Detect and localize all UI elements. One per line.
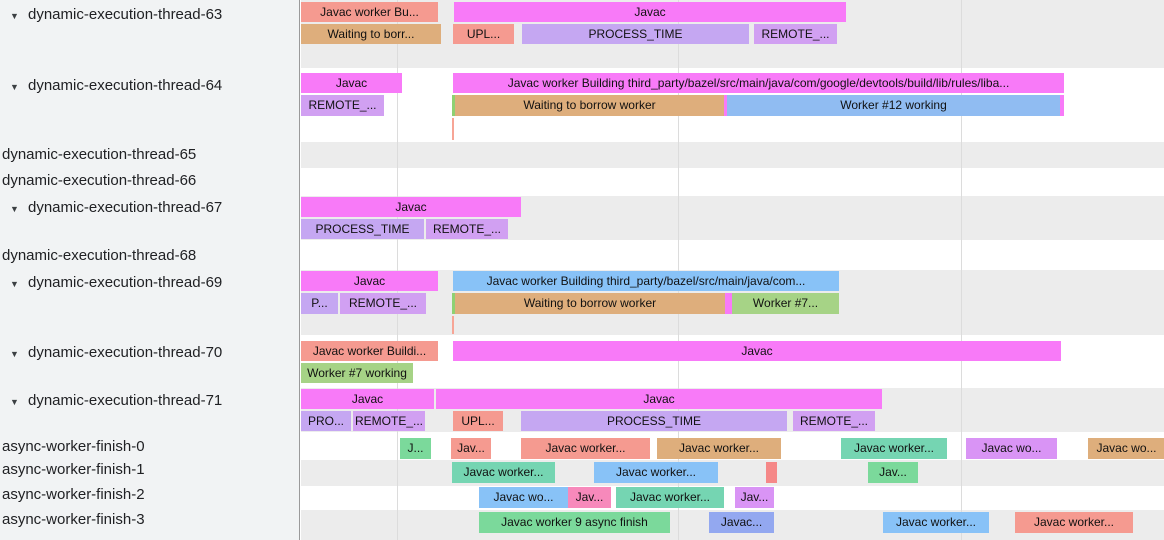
track-background xyxy=(301,240,1164,270)
gridline xyxy=(961,0,962,540)
thread-row[interactable]: async-worker-finish-3 xyxy=(0,511,298,529)
trace-slice[interactable]: Waiting to borr... xyxy=(301,24,441,44)
thread-name-label: dynamic-execution-thread-64 xyxy=(28,77,223,94)
trace-slice[interactable] xyxy=(766,462,777,483)
trace-slice[interactable]: PROCESS_TIME xyxy=(521,411,787,431)
trace-slice[interactable]: Waiting to borrow worker xyxy=(455,95,724,116)
trace-slice[interactable]: Javac xyxy=(301,271,438,291)
trace-slice[interactable] xyxy=(724,95,727,116)
thread-name-label: async-worker-finish-1 xyxy=(2,461,145,478)
thread-row[interactable]: ▼ dynamic-execution-thread-70 xyxy=(0,344,298,362)
trace-slice[interactable]: Javac wo... xyxy=(479,487,568,508)
thread-row[interactable]: async-worker-finish-0 xyxy=(0,438,298,456)
trace-slice[interactable]: Javac worker Buildi... xyxy=(301,341,438,361)
track-background xyxy=(301,486,1164,510)
thread-row[interactable]: dynamic-execution-thread-66 xyxy=(0,172,298,190)
expand-triangle-icon[interactable]: ▼ xyxy=(10,204,19,214)
gridline xyxy=(678,0,679,540)
thread-name-label: dynamic-execution-thread-66 xyxy=(2,172,197,189)
thread-row[interactable]: dynamic-execution-thread-65 xyxy=(0,146,298,164)
trace-slice[interactable] xyxy=(452,95,455,116)
trace-slice[interactable]: Javac worker Building third_party/bazel/… xyxy=(453,271,839,291)
trace-slice[interactable]: Javac xyxy=(301,389,434,409)
thread-name-label: dynamic-execution-thread-68 xyxy=(2,247,197,264)
expand-triangle-icon[interactable]: ▼ xyxy=(10,349,19,359)
trace-slice[interactable]: PRO... xyxy=(301,411,351,431)
trace-slice[interactable]: Worker #12 working xyxy=(727,95,1060,116)
thread-row[interactable]: ▼ dynamic-execution-thread-63 xyxy=(0,6,298,24)
trace-slice[interactable]: REMOTE_... xyxy=(754,24,837,44)
trace-slice[interactable]: Jav... xyxy=(735,487,774,508)
trace-slice[interactable]: Javac worker 9 async finish xyxy=(479,512,670,533)
trace-slice[interactable]: Jav... xyxy=(568,487,611,508)
trace-slice[interactable]: UPL... xyxy=(453,24,514,44)
track-background xyxy=(301,142,1164,168)
trace-slice[interactable]: Javac xyxy=(436,389,882,409)
thread-name-label: dynamic-execution-thread-65 xyxy=(2,146,197,163)
trace-slice[interactable] xyxy=(1060,95,1064,116)
gridline xyxy=(397,0,398,540)
trace-slice[interactable]: PROCESS_TIME xyxy=(522,24,749,44)
trace-slice[interactable]: Worker #7... xyxy=(732,293,839,314)
trace-slice[interactable]: REMOTE_... xyxy=(301,95,384,116)
thread-row[interactable]: ▼ dynamic-execution-thread-67 xyxy=(0,199,298,217)
trace-slice[interactable]: Javac... xyxy=(709,512,774,533)
expand-triangle-icon[interactable]: ▼ xyxy=(10,279,19,289)
track-background xyxy=(301,460,1164,486)
thread-name-label: dynamic-execution-thread-69 xyxy=(28,274,223,291)
thread-name-label: dynamic-execution-thread-70 xyxy=(28,344,223,361)
thread-name-label: async-worker-finish-2 xyxy=(2,486,145,503)
trace-slice[interactable]: Javac worker... xyxy=(657,438,781,459)
tiny-slice-tick[interactable] xyxy=(452,118,454,140)
trace-slice[interactable]: Javac worker Bu... xyxy=(301,2,438,22)
track-background xyxy=(301,168,1164,196)
trace-slice[interactable]: Worker #7 working xyxy=(301,363,413,383)
trace-slice[interactable]: Javac wo... xyxy=(1088,438,1164,459)
thread-name-label: dynamic-execution-thread-63 xyxy=(28,6,223,23)
thread-row[interactable]: async-worker-finish-1 xyxy=(0,461,298,479)
trace-slice[interactable]: Javac wo... xyxy=(966,438,1057,459)
trace-slice[interactable]: Javac xyxy=(454,2,846,22)
expand-triangle-icon[interactable]: ▼ xyxy=(10,82,19,92)
thread-row[interactable]: ▼ dynamic-execution-thread-64 xyxy=(0,77,298,95)
trace-slice[interactable]: Javac worker... xyxy=(1015,512,1133,533)
thread-row[interactable]: async-worker-finish-2 xyxy=(0,486,298,504)
trace-slice[interactable]: Javac worker... xyxy=(594,462,718,483)
thread-row[interactable]: ▼ dynamic-execution-thread-69 xyxy=(0,274,298,292)
trace-slice[interactable]: Jav... xyxy=(868,462,918,483)
trace-slice[interactable]: Javac xyxy=(453,341,1061,361)
trace-slice[interactable]: Javac worker... xyxy=(452,462,555,483)
trace-slice[interactable] xyxy=(725,293,732,314)
trace-slice[interactable]: Jav... xyxy=(451,438,491,459)
trace-slice[interactable]: Javac worker Building third_party/bazel/… xyxy=(453,73,1064,93)
thread-name-label: dynamic-execution-thread-67 xyxy=(28,199,223,216)
trace-slice[interactable]: P... xyxy=(301,293,338,314)
trace-slice[interactable]: Javac worker... xyxy=(616,487,724,508)
trace-slice[interactable]: Javac worker... xyxy=(841,438,947,459)
tiny-slice-tick[interactable] xyxy=(452,316,454,334)
trace-slice[interactable] xyxy=(452,293,455,314)
expand-triangle-icon[interactable]: ▼ xyxy=(10,397,19,407)
trace-slice[interactable]: UPL... xyxy=(453,411,503,431)
trace-slice[interactable]: REMOTE_... xyxy=(340,293,426,314)
trace-slice[interactable]: Javac xyxy=(301,197,521,217)
trace-slice[interactable]: Waiting to borrow worker xyxy=(455,293,725,314)
trace-slice[interactable]: PROCESS_TIME xyxy=(301,219,424,239)
trace-slice[interactable]: Javac xyxy=(301,73,402,93)
timeline-canvas: Javac worker Bu... Javac Waiting to borr..… xyxy=(301,0,1164,540)
thread-row[interactable]: ▼ dynamic-execution-thread-71 xyxy=(0,392,298,410)
expand-triangle-icon[interactable]: ▼ xyxy=(10,11,19,21)
thread-list: ▼ dynamic-execution-thread-63 ▼ dynamic-exe… xyxy=(0,0,300,540)
thread-row[interactable]: dynamic-execution-thread-68 xyxy=(0,247,298,265)
thread-name-label: async-worker-finish-3 xyxy=(2,511,145,528)
trace-slice[interactable]: REMOTE_... xyxy=(793,411,875,431)
thread-name-label: async-worker-finish-0 xyxy=(2,438,145,455)
thread-name-label: dynamic-execution-thread-71 xyxy=(28,392,223,409)
trace-slice[interactable]: J... xyxy=(400,438,431,459)
trace-slice[interactable]: REMOTE_... xyxy=(353,411,425,431)
trace-slice[interactable]: REMOTE_... xyxy=(426,219,508,239)
trace-slice[interactable]: Javac worker... xyxy=(883,512,989,533)
trace-slice[interactable]: Javac worker... xyxy=(521,438,650,459)
